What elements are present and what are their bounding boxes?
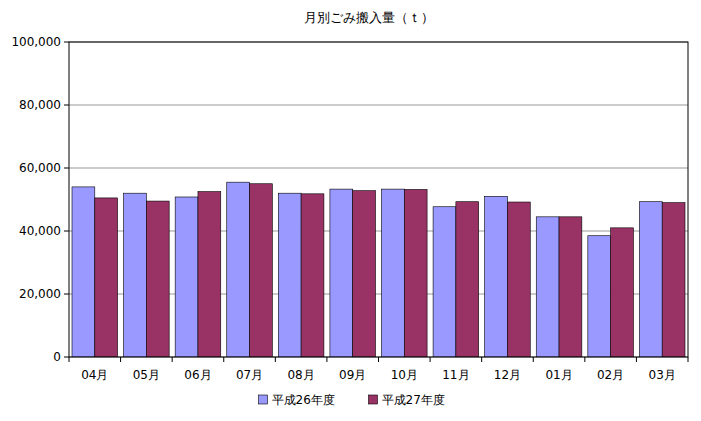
bar [485,196,508,357]
x-tick-label: 11月 [442,368,469,382]
bar [559,217,582,357]
y-tick-label: 80,000 [19,98,61,112]
x-tick-label: 01月 [545,368,572,382]
bar [611,228,634,357]
grid-line [69,168,688,169]
bar [175,197,198,357]
x-tick-mark [378,357,379,362]
x-tick-mark [223,357,224,362]
x-tick-label: 06月 [184,368,211,382]
legend-swatch [259,395,268,404]
x-tick-label: 03月 [649,368,676,382]
bar [227,182,250,357]
bar [662,203,685,357]
legend-label: 平成26年度 [272,393,335,407]
chart-container: 月別ごみ搬入量（ｔ） 0 20,000 40,000 60,000 80,000 100,0… [0,0,701,421]
y-tick-label: 100,000 [11,35,61,49]
x-tick-label: 04月 [81,368,108,382]
bar [353,191,376,357]
bar [124,193,147,357]
bar [198,192,221,357]
bar [95,198,118,357]
legend-label: 平成27年度 [382,393,445,407]
x-tick-mark [172,357,173,362]
bar [330,189,353,357]
legend: 平成26年度 平成27年度 [259,393,445,407]
legend-swatch [369,395,378,404]
tick-mark [64,231,69,232]
tick-mark [64,357,69,358]
tick-mark [64,168,69,169]
bar [382,189,405,357]
chart-svg: 月別ごみ搬入量（ｔ） 0 20,000 40,000 60,000 80,000 100,0… [0,0,701,421]
bar [507,202,530,357]
bar [433,207,456,357]
x-tick-mark [688,357,689,362]
x-tick-mark [69,357,70,362]
bar [404,189,427,357]
background [0,0,701,421]
x-tick-mark [120,357,121,362]
bar [146,201,169,357]
plot-frame [69,42,688,357]
x-tick-label: 12月 [494,368,521,382]
y-tick-label: 60,000 [19,161,61,175]
bar [639,202,662,357]
x-tick-mark [481,357,482,362]
y-tick-label: 40,000 [19,224,61,238]
y-tick-label: 0 [53,350,61,364]
bar [278,193,301,357]
x-tick-label: 09月 [339,368,366,382]
x-tick-label: 02月 [597,368,624,382]
x-tick-mark [326,357,327,362]
x-tick-mark [636,357,637,362]
tick-mark [64,105,69,106]
x-tick-label: 07月 [236,368,263,382]
bar [250,184,273,357]
x-tick-mark [584,357,585,362]
x-tick-label: 08月 [287,368,314,382]
title: 月別ごみ搬入量（ｔ） [304,10,434,25]
bar [456,202,479,357]
x-tick-label: 05月 [133,368,160,382]
bar [536,217,559,357]
x-tick-mark [533,357,534,362]
bar [72,187,95,357]
grid-line [69,105,688,106]
tick-mark [64,42,69,43]
x-tick-label: 10月 [391,368,418,382]
bars [72,182,685,357]
tick-mark [64,294,69,295]
bar [588,236,611,357]
x-tick-mark [275,357,276,362]
bar [301,194,324,357]
x-tick-mark [430,357,431,362]
y-tick-label: 20,000 [19,287,61,301]
